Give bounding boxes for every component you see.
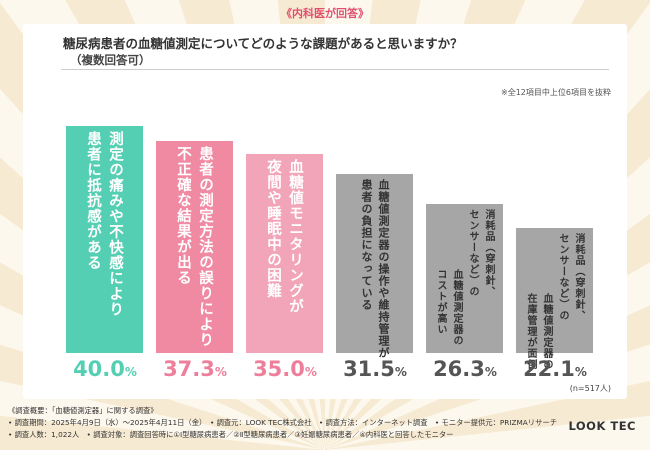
value-label-5: 26.3% xyxy=(420,357,510,381)
value-number: 22.1 xyxy=(523,357,575,381)
value-label-4: 31.5% xyxy=(330,357,420,381)
footer-period: • 調査期間：2025年4月9日（水）〜2025年4月11日（金） • 調査元：… xyxy=(8,418,557,427)
brand-logo: LOOK TEC xyxy=(568,419,636,433)
bar-1-label-line: 患者に抵抗感がある xyxy=(85,131,101,271)
sample-size-label: (n=517人) xyxy=(569,384,611,393)
bar-4-label-line: 患者の負担になっている xyxy=(360,179,373,311)
bar-5-label-line: 消耗品（穿刺針、 xyxy=(483,209,494,297)
value-unit: % xyxy=(214,365,227,379)
footer-heading: 《調査概要：「血糖値測定器」に関する調査》 xyxy=(8,406,158,415)
value-number: 40.0 xyxy=(73,357,125,381)
bar-5-label-line: コストが高い xyxy=(435,269,446,335)
bar-6-label-line: 血糖値測定器の xyxy=(541,293,552,370)
bar-5: 消耗品（穿刺針、 センサーなど）の 血糖値測定器の コストが高い xyxy=(426,204,503,353)
bar-1: 測定の痛みや不快感により 患者に抵抗感がある xyxy=(66,126,143,353)
respondent-tag: 《内科医が回答》 xyxy=(281,7,369,20)
value-unit: % xyxy=(484,365,497,379)
value-unit: % xyxy=(304,365,317,379)
value-label-2: 37.3% xyxy=(150,357,240,381)
bar-1-label-line: 測定の痛みや不快感により xyxy=(107,131,123,317)
bar-2-label-line: 患者の測定方法の誤りにより xyxy=(197,146,213,348)
selection-note: ※全12項目中上位6項目を抜粋 xyxy=(501,88,611,97)
value-number: 26.3 xyxy=(433,357,485,381)
bar-5-label-line: センサーなど）の xyxy=(467,209,478,297)
value-number: 37.3 xyxy=(163,357,215,381)
value-unit: % xyxy=(574,365,587,379)
bar-5-label-line: 血糖値測定器の xyxy=(451,269,462,346)
survey-footer: 《調査概要：「血糖値測定器」に関する調査》 • 調査期間：2025年4月9日（水… xyxy=(8,405,557,441)
bar-2: 患者の測定方法の誤りにより 不正確な結果が出る xyxy=(156,141,233,353)
bar-6-label-line: 在庫管理が面倒 xyxy=(525,293,536,370)
chart-card: 糖尿病患者の血糖値測定についてどのような課題があると思いますか？ （複数回答可）… xyxy=(23,24,627,399)
bar-6: 消耗品（穿刺針、 センサーなど）の 血糖値測定器の 在庫管理が面倒 xyxy=(516,228,593,370)
bar-4: 血糖値測定器の操作や維持管理が 患者の負担になっている xyxy=(336,174,413,359)
value-label-6: 22.1% xyxy=(510,357,600,381)
bar-3-label-line: 夜間や睡眠中の困難 xyxy=(265,159,281,299)
bar-4-label-line: 血糖値測定器の操作や維持管理が xyxy=(377,179,390,359)
value-unit: % xyxy=(394,365,407,379)
value-number: 31.5 xyxy=(343,357,395,381)
title-divider xyxy=(61,69,609,70)
footer-target: • 調査人数：1,022人 • 調査対象：調査回答時に①Ⅰ型糖尿病患者／②Ⅱ型糖… xyxy=(8,430,454,439)
bar-6-label-line: センサーなど）の xyxy=(557,233,568,321)
value-number: 35.0 xyxy=(253,357,305,381)
bar-3-label-line: 血糖値モニタリングが xyxy=(287,159,303,314)
question-title: 糖尿病患者の血糖値測定についてどのような課題があると思いますか？ xyxy=(63,36,463,51)
bar-2-label-line: 不正確な結果が出る xyxy=(175,146,191,286)
bar-6-label-line: 消耗品（穿刺針、 xyxy=(573,233,584,321)
bar-3: 血糖値モニタリングが 夜間や睡眠中の困難 xyxy=(246,154,323,353)
value-label-1: 40.0% xyxy=(60,357,150,381)
value-label-3: 35.0% xyxy=(240,357,330,381)
question-subtitle: （複数回答可） xyxy=(70,53,151,67)
value-unit: % xyxy=(124,365,137,379)
